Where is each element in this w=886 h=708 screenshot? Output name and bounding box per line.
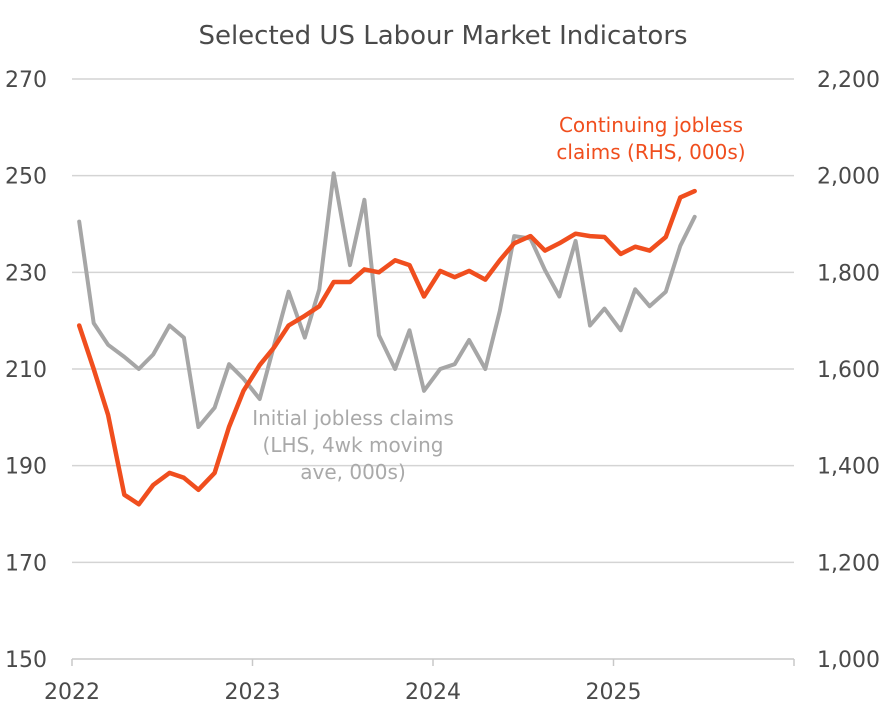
series-labels: Initial jobless claims (LHS, 4wk moving av… bbox=[252, 113, 745, 484]
continuing-claims-line bbox=[76, 188, 697, 507]
x-tick-label: 2023 bbox=[225, 680, 281, 705]
axes bbox=[71, 658, 795, 666]
y-right-tick-label: 2,200 bbox=[817, 68, 880, 93]
initial-claims-label-line: Initial jobless claims bbox=[252, 406, 454, 430]
y-right-tick-label: 1,000 bbox=[817, 648, 880, 673]
y-left-tick-label: 270 bbox=[5, 68, 47, 93]
y-right-tick-label: 1,600 bbox=[817, 358, 880, 383]
y-right-tick-label: 1,200 bbox=[817, 551, 880, 576]
chart-title: Selected US Labour Market Indicators bbox=[198, 21, 687, 51]
tick-labels: 270 250 230 210 190 170 150 2,200 2,000 1,800 1,60… bbox=[5, 68, 880, 705]
initial-claims-label-line: (LHS, 4wk moving bbox=[263, 433, 444, 457]
y-left-tick-label: 170 bbox=[5, 551, 47, 576]
y-left-tick-label: 250 bbox=[5, 165, 47, 190]
y-right-tick-label: 1,400 bbox=[817, 455, 880, 480]
initial-claims-label-line: ave, 000s) bbox=[300, 460, 406, 484]
continuing-claims-label-line: Continuing jobless bbox=[559, 113, 743, 137]
y-right-tick-label: 1,800 bbox=[817, 261, 880, 286]
x-tick-label: 2022 bbox=[44, 680, 100, 705]
initial-claims-line bbox=[77, 171, 697, 429]
y-right-tick-label: 2,000 bbox=[817, 165, 880, 190]
x-tick-label: 2024 bbox=[405, 680, 461, 705]
x-tick-label: 2025 bbox=[586, 680, 642, 705]
y-left-tick-label: 210 bbox=[5, 358, 47, 383]
gridlines bbox=[72, 78, 794, 564]
y-left-tick-label: 230 bbox=[5, 261, 47, 286]
continuing-claims-label-line: claims (RHS, 000s) bbox=[556, 140, 745, 164]
y-left-tick-label: 150 bbox=[5, 648, 47, 673]
series-lines bbox=[76, 171, 697, 507]
y-left-tick-label: 190 bbox=[5, 455, 47, 480]
